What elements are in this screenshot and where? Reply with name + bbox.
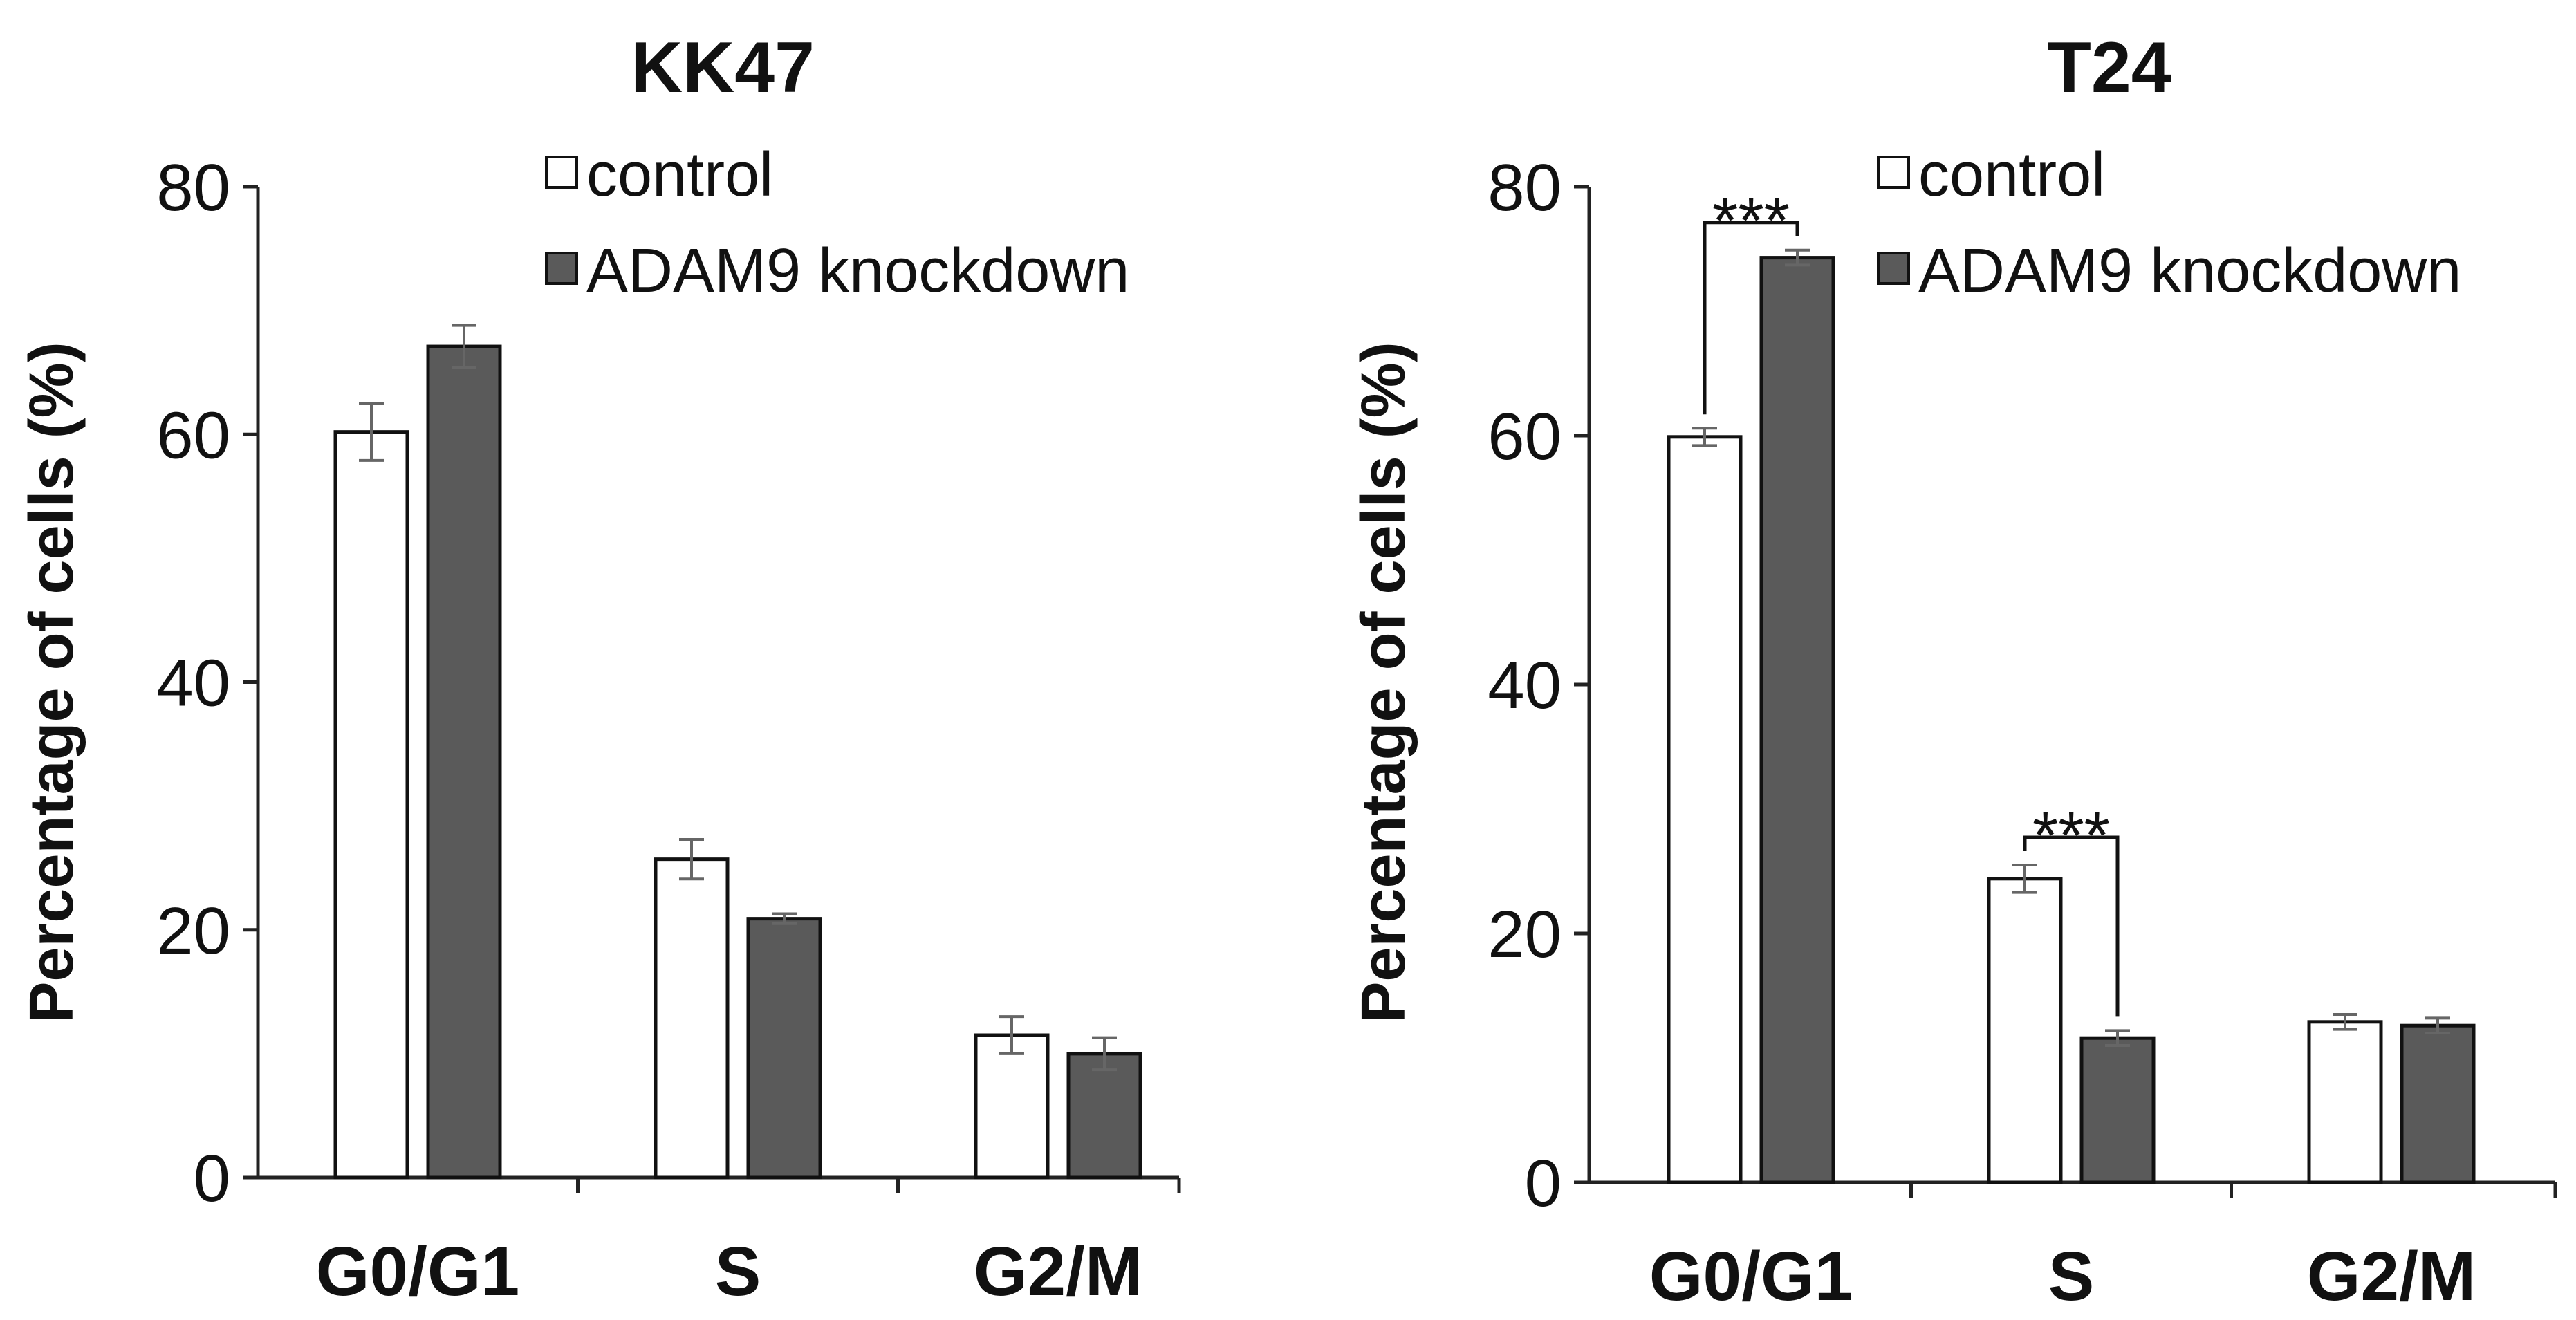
x-tick-label-g0-g1: G0/G1 (1649, 1238, 1853, 1315)
x-tick-label-g2-m: G2/M (974, 1233, 1142, 1310)
bar-control-s (1987, 877, 2063, 1184)
x-tick-label-s: S (2048, 1238, 2095, 1315)
bar-adam9-knockdown-s (2079, 1036, 2156, 1184)
legend-swatch-control (545, 156, 578, 189)
bar-adam9-knockdown-s (746, 917, 822, 1180)
legend-swatch-adam9-knockdown (1877, 252, 1910, 285)
chart-title: KK47 (631, 28, 815, 108)
legend-swatch-control (1877, 156, 1910, 189)
significance-bracket (1703, 221, 1799, 415)
bar-control-g0-g1 (333, 430, 409, 1180)
legend-swatch-adam9-knockdown (545, 252, 578, 285)
y-tick-label: 80 (156, 151, 230, 225)
legend-label-adam9-knockdown: ADAM9 knockdown (586, 236, 1129, 306)
significance-label: *** (2032, 799, 2110, 873)
y-tick-label: 60 (1488, 400, 1562, 474)
bar-control-g2-m (2307, 1020, 2383, 1184)
significance-label: *** (1712, 184, 1790, 258)
x-tick-label-g0-g1: G0/G1 (316, 1233, 520, 1310)
y-tick-label: 0 (1525, 1146, 1562, 1220)
y-tick-label: 80 (1488, 151, 1562, 225)
bar-control-s (654, 857, 730, 1180)
bar-adam9-knockdown-g0-g1 (1759, 256, 1835, 1184)
bar-adam9-knockdown-g0-g1 (426, 344, 502, 1180)
y-tick-label: 0 (194, 1142, 230, 1216)
y-tick-label: 20 (1488, 898, 1562, 972)
chart-panel-t24: T24 Percentage of cells (%) 0 20 40 60 80 G0/G1… (1349, 28, 2557, 1315)
y-axis-label: Percentage of cells (%) (1349, 342, 1418, 1023)
chart-panel-kk47: KK47 Percentage of cells (%) 0 20 40 60 80 G0/G… (17, 28, 1181, 1310)
bar-control-g2-m (974, 1033, 1050, 1180)
bar-control-g0-g1 (1667, 435, 1743, 1184)
y-axis-label: Percentage of cells (%) (17, 342, 86, 1023)
legend-label-control: control (1918, 140, 2105, 210)
significance-bracket (2023, 835, 2120, 1017)
legend-label-control: control (586, 140, 773, 210)
x-tick-label-s: S (715, 1233, 761, 1310)
y-tick-label: 60 (156, 398, 230, 472)
bar-adam9-knockdown-g2-m (2400, 1023, 2476, 1184)
y-tick-label: 20 (156, 894, 230, 968)
y-tick-label: 40 (1488, 649, 1562, 723)
bar-adam9-knockdown-g2-m (1066, 1052, 1142, 1180)
y-tick-label: 40 (156, 647, 230, 721)
legend-label-adam9-knockdown: ADAM9 knockdown (1918, 236, 2461, 306)
x-tick-label-g2-m: G2/M (2307, 1238, 2476, 1315)
chart-title: T24 (2047, 28, 2171, 108)
